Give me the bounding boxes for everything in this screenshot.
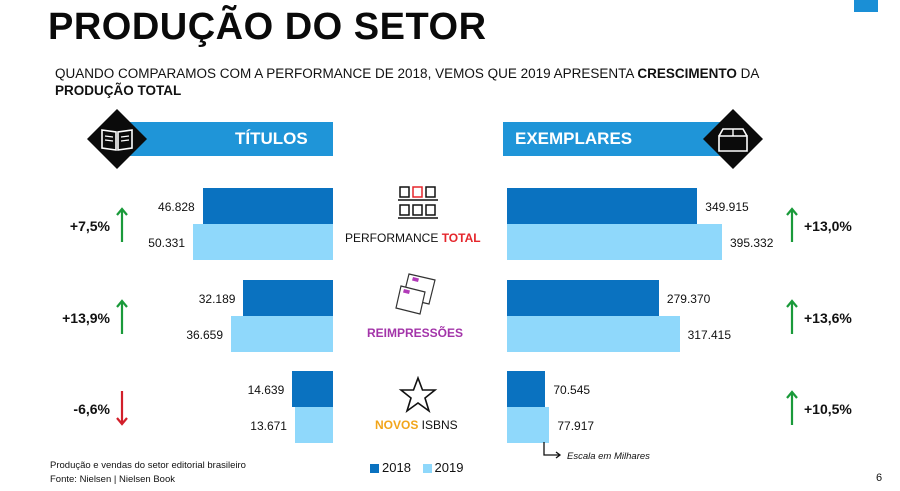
- titulos-bar-2018: [292, 371, 333, 407]
- exemplares-bar-2019: [507, 224, 722, 260]
- titulos-banner-label: TÍTULOS: [235, 129, 308, 148]
- exemplares-value-2018: 70.545: [553, 383, 591, 397]
- titulos-change: +7,5%: [69, 218, 110, 234]
- page-title: PRODUÇÃO DO SETOR: [48, 6, 487, 48]
- exemplares-change-arrow-icon: [786, 390, 798, 425]
- legend-swatch-2019: [422, 464, 432, 474]
- titulos-value-2018: 14.639: [247, 383, 285, 397]
- titulos-bar-2018: [202, 188, 333, 224]
- category-label-new-isbns: NOVOS ISBNS: [375, 418, 458, 432]
- exemplares-bar-2018: [507, 280, 659, 316]
- box-icon: [703, 109, 763, 169]
- titulos-bar-2019: [231, 316, 333, 352]
- page-subtitle: QUANDO COMPARAMOS COM A PERFORMANCE DE 2…: [55, 66, 760, 98]
- titulos-banner: TÍTULOS: [117, 122, 333, 156]
- legend-label-2018: 2018: [382, 460, 411, 475]
- titulos-bar-2019: [294, 407, 333, 443]
- scale-note-arrow-icon: [543, 442, 562, 459]
- legend-label-2019: 2019: [434, 460, 464, 475]
- exemplares-change-arrow-icon: [786, 299, 798, 334]
- titulos-value-2019: 36.659: [186, 328, 224, 342]
- titulos-bar-2018: [243, 280, 333, 316]
- exemplares-banner: EXEMPLARES: [503, 122, 733, 156]
- page-number: 6: [876, 472, 883, 484]
- footer-source: Fonte: Nielsen | Nielsen Book: [50, 474, 175, 485]
- category-label-total: PERFORMANCE TOTAL: [345, 231, 481, 245]
- exemplares-banner-label: EXEMPLARES: [515, 129, 633, 148]
- exemplares-value-2018: 349.915: [705, 200, 749, 214]
- titulos-change-arrow-icon: [116, 207, 128, 242]
- exemplares-value-2018: 279.370: [666, 292, 711, 306]
- titulos-bar-2019: [193, 224, 333, 260]
- legend: 2018 2019: [370, 460, 463, 475]
- titulos-value-2019: 50.331: [148, 236, 185, 250]
- exemplares-bar-2018: [507, 188, 698, 224]
- exemplares-change-arrow-icon: [786, 207, 798, 242]
- titulos-value-2018: 32.189: [198, 292, 236, 306]
- reprint-pages-icon: [395, 273, 436, 315]
- exemplares-value-2019: 395.332: [730, 236, 774, 250]
- brand-logo: [854, 0, 878, 12]
- exemplares-value-2019: 77.917: [557, 419, 595, 433]
- exemplares-value-2019: 317.415: [687, 328, 732, 342]
- exemplares-bar-2019: [507, 407, 550, 443]
- book-icon: [87, 109, 147, 169]
- shelf-icon: [398, 186, 438, 219]
- titulos-value-2019: 13.671: [250, 419, 287, 433]
- exemplares-bar-2019: [507, 316, 680, 352]
- star-icon: [398, 376, 438, 414]
- footer-description: Produção e vendas do setor editorial bra…: [50, 460, 246, 471]
- titulos-change-arrow-icon: [116, 391, 128, 426]
- category-label-reprints: REIMPRESSÕES: [367, 326, 464, 340]
- exemplares-change: +13,0%: [804, 218, 852, 234]
- titulos-change: -6,6%: [73, 401, 110, 417]
- scale-note: Escala em Milhares: [567, 451, 650, 462]
- titulos-value-2018: 46.828: [158, 200, 195, 214]
- legend-swatch-2018: [370, 464, 379, 474]
- exemplares-change: +10,5%: [804, 401, 852, 417]
- exemplares-bar-2018: [507, 371, 546, 407]
- titulos-change: +13,9%: [62, 310, 110, 326]
- exemplares-change: +13,6%: [804, 310, 852, 326]
- titulos-change-arrow-icon: [116, 299, 128, 334]
